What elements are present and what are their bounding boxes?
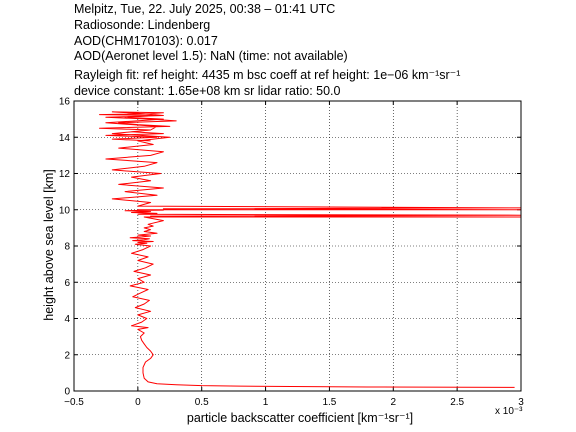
x-tick-label: 0: [135, 397, 141, 408]
x-axis-multiplier: x 10⁻³: [495, 406, 523, 417]
y-axis-label: height above sea level [km]: [42, 169, 56, 320]
header-line-aod-aeronet: AOD(Aeronet level 1.5): NaN (time: not a…: [74, 49, 348, 63]
x-tick-label: 2.5: [450, 397, 464, 408]
x-tick-label: −0.5: [64, 397, 84, 408]
x-tick-label: 2: [391, 397, 397, 408]
header-line-site-time: Melpitz, Tue, 22. July 2025, 00:38 – 01:…: [74, 2, 335, 16]
header-line-rayleigh-fit: Rayleigh fit: ref height: 4435 m bsc coe…: [74, 68, 460, 82]
header-line-device-constant: device constant: 1.65e+08 km sr lidar ra…: [74, 84, 341, 98]
y-tick-label: 8: [64, 242, 70, 253]
header-line-radiosonde: Radiosonde: Lindenberg: [74, 18, 210, 32]
x-tick-label: 3: [518, 397, 524, 408]
y-tick-label: 12: [59, 169, 71, 180]
chart-header: Melpitz, Tue, 22. July 2025, 00:38 – 01:…: [74, 2, 460, 98]
y-tick-label: 4: [64, 314, 70, 325]
y-tick-label: 16: [59, 97, 71, 108]
data-series: [99, 111, 522, 388]
x-tick-label: 1: [263, 397, 269, 408]
grid-lines: [74, 101, 521, 391]
y-tick-label: 6: [64, 278, 70, 289]
y-tick-label: 2: [64, 350, 70, 361]
y-tick-label: 0: [64, 387, 70, 398]
backscatter-profile-line: [99, 111, 522, 388]
x-axis-label: particle backscatter coefficient [km⁻¹sr…: [187, 411, 413, 425]
x-tick-label: 0.5: [195, 397, 209, 408]
y-tick-label: 14: [59, 133, 71, 144]
y-tick-label: 10: [59, 205, 71, 216]
x-tick-label: 1.5: [322, 397, 336, 408]
plot-frame: [73, 100, 522, 392]
header-line-aod-chm: AOD(CHM170103): 0.017: [74, 34, 218, 48]
